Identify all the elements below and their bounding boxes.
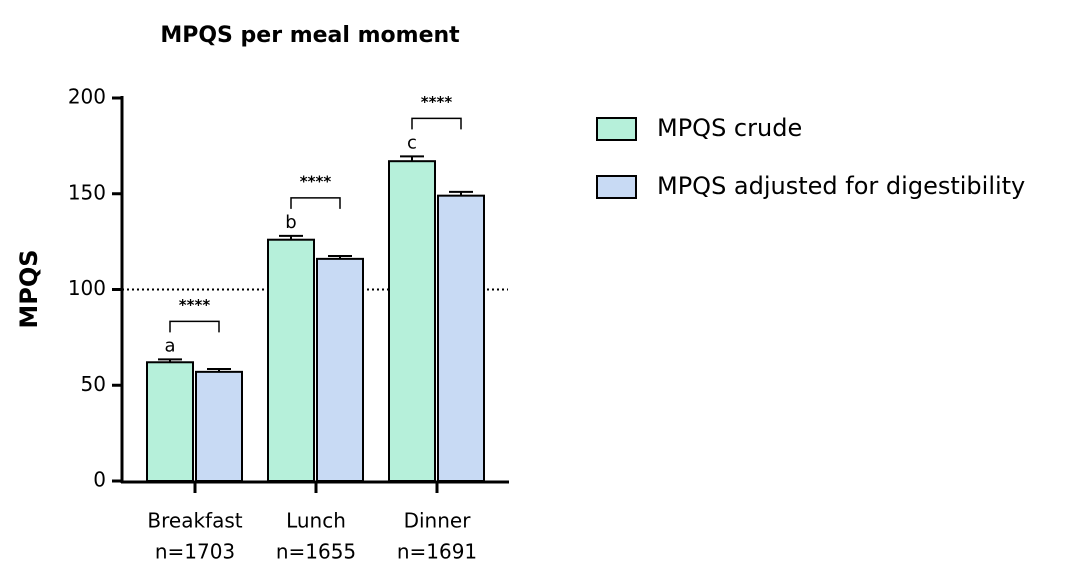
- x-tick-label: Dinner: [404, 509, 472, 533]
- significance-bracket: [411, 117, 462, 130]
- bar: [146, 361, 194, 482]
- error-bar: [279, 234, 303, 240]
- group-letter: c: [407, 132, 417, 153]
- error-bar: [207, 367, 231, 372]
- bar: [316, 257, 364, 482]
- significance-bracket: [290, 197, 341, 209]
- significance-bracket: [169, 320, 220, 333]
- error-bar: [158, 358, 182, 363]
- x-tick-label: Lunch: [286, 509, 346, 533]
- chart-title: MPQS per meal moment: [160, 23, 460, 48]
- x-tick-label: Breakfast: [147, 509, 242, 533]
- significance-label: ****: [300, 172, 332, 190]
- group-letter: a: [164, 335, 175, 356]
- bar: [437, 194, 485, 482]
- bar: [388, 160, 436, 482]
- group-letter: b: [285, 212, 296, 233]
- y-tick-label: 200: [68, 85, 106, 109]
- legend-swatch: [596, 175, 637, 199]
- y-axis-label: MPQS: [15, 249, 43, 328]
- significance-label: ****: [421, 93, 453, 111]
- bar: [267, 238, 315, 482]
- error-bar: [449, 190, 473, 196]
- y-tick-label: 50: [81, 372, 106, 396]
- x-tick-note: n=1703: [155, 540, 235, 564]
- significance-label: ****: [179, 296, 211, 314]
- x-tick-note: n=1691: [397, 540, 477, 564]
- error-bar: [328, 254, 352, 259]
- bar: [195, 370, 243, 482]
- legend-swatch: [596, 117, 637, 141]
- y-tick-label: 100: [68, 276, 106, 300]
- y-tick-label: 150: [68, 180, 106, 204]
- error-bar: [400, 155, 424, 162]
- legend-label: MPQS crude: [657, 114, 802, 142]
- x-tick-note: n=1655: [276, 540, 356, 564]
- y-tick-label: 0: [93, 468, 106, 492]
- legend-label: MPQS adjusted for digestibility: [657, 172, 1025, 200]
